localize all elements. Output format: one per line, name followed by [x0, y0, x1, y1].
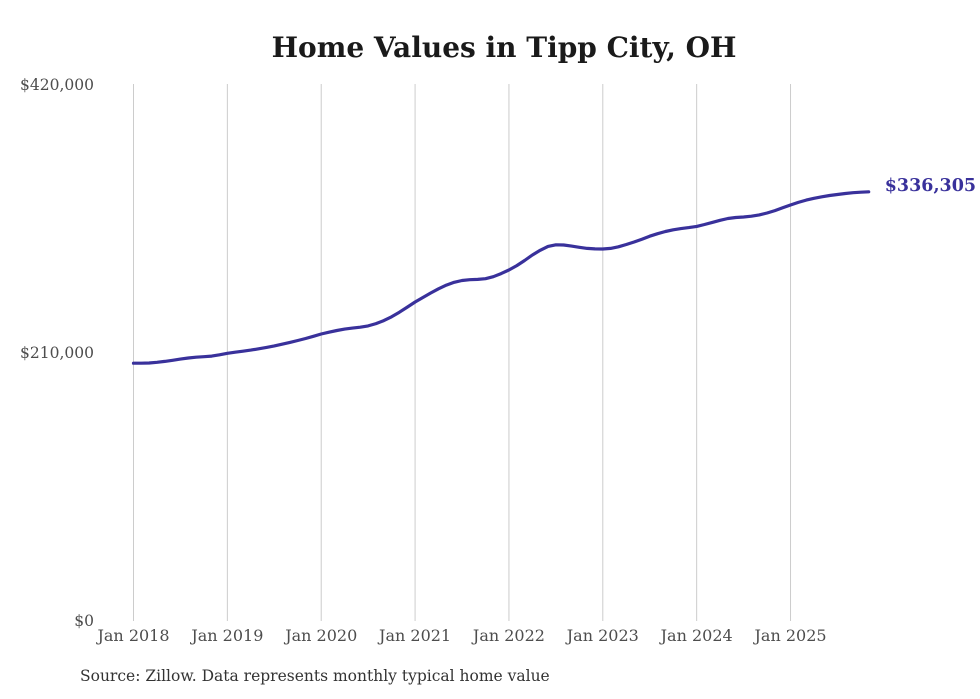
y-axis-tick-label-210000: $210,000: [20, 344, 94, 362]
y-axis-tick-label-420000: $420,000: [20, 76, 94, 94]
x-axis-tick-label-2020: Jan 2020: [285, 626, 358, 645]
y-axis-tick-label-0: $0: [74, 612, 94, 630]
latest-value-label: $336,305: [884, 175, 977, 196]
x-axis-tick-label-2023: Jan 2023: [566, 626, 639, 645]
x-axis-tick-label-2022: Jan 2022: [472, 626, 545, 645]
chart-title: Home Values in Tipp City, OH: [271, 31, 737, 64]
x-axis-tick-label-2024: Jan 2024: [660, 626, 733, 645]
x-axis-tick-label-2018: Jan 2018: [97, 626, 170, 645]
x-axis-tick-label-2019: Jan 2019: [191, 626, 264, 645]
x-axis-tick-label-2025: Jan 2025: [754, 626, 827, 645]
year-gridlines: [133, 84, 792, 621]
x-axis-tick-label-2021: Jan 2021: [379, 626, 452, 645]
source-note: Source: Zillow. Data represents monthly …: [80, 667, 550, 685]
home-value-line: [131, 190, 871, 365]
